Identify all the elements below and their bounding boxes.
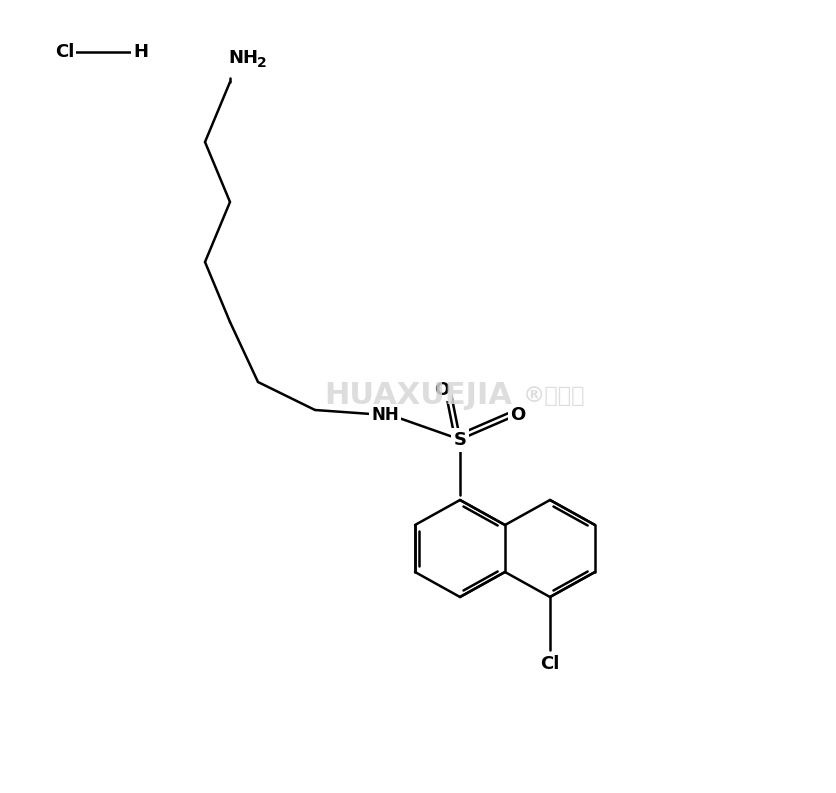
Text: S: S xyxy=(453,431,466,449)
Text: HUAXUEJIA: HUAXUEJIA xyxy=(324,381,512,411)
Text: Cl: Cl xyxy=(55,43,74,61)
Text: Cl: Cl xyxy=(540,655,559,673)
Text: O: O xyxy=(434,381,449,399)
Text: ®化学加: ®化学加 xyxy=(522,386,585,406)
Text: H: H xyxy=(133,43,148,61)
Text: NH: NH xyxy=(227,49,257,67)
Text: 2: 2 xyxy=(257,56,267,70)
Text: O: O xyxy=(510,406,525,424)
Text: NH: NH xyxy=(370,406,399,424)
